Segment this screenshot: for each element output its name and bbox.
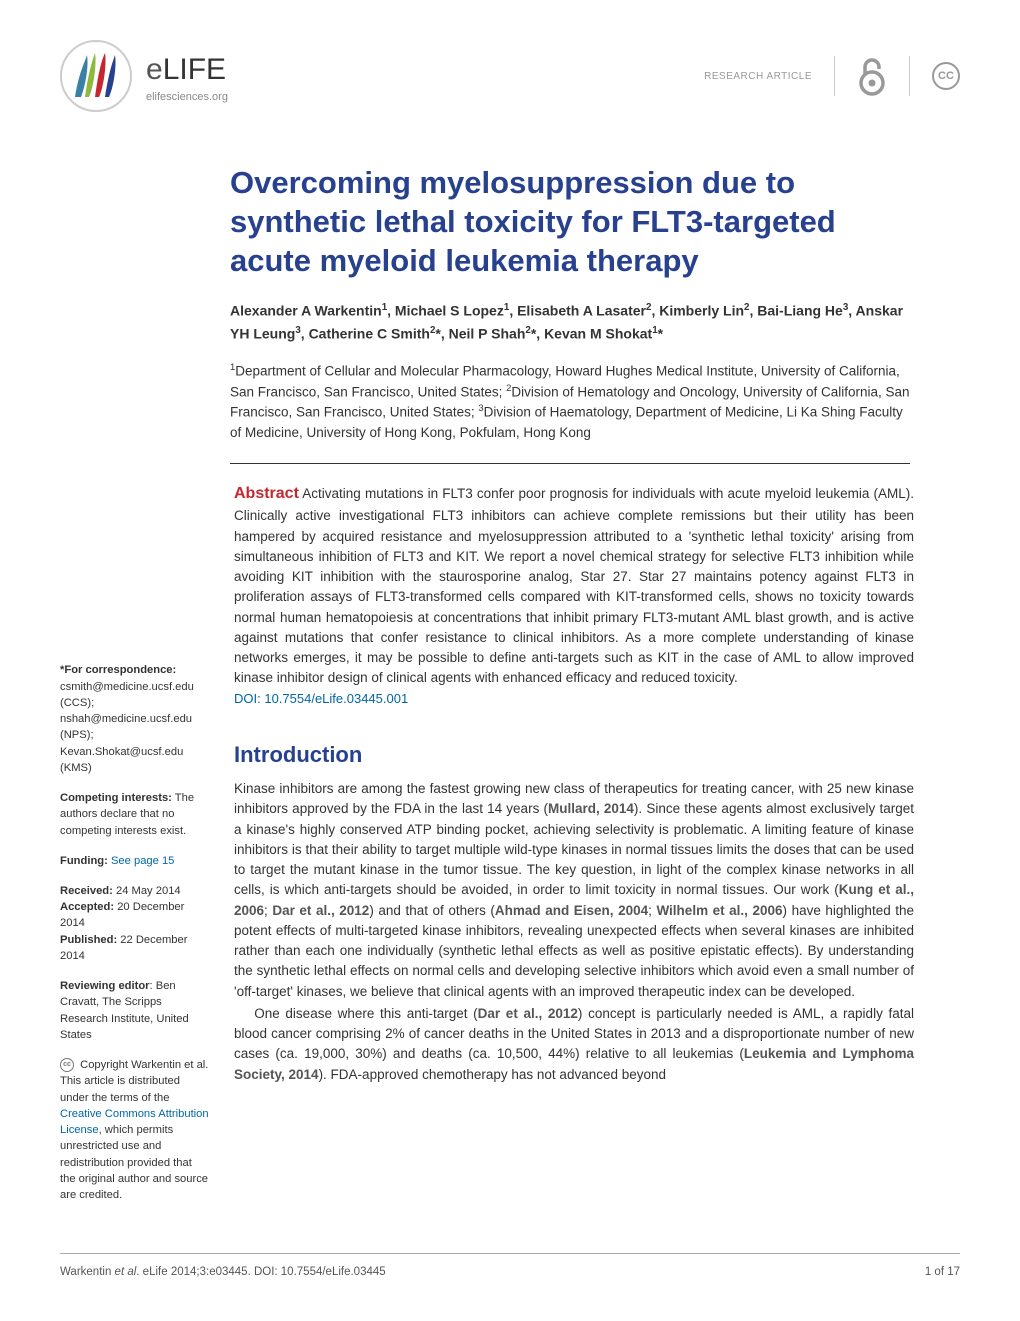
section-divider: [230, 463, 910, 464]
journal-url: elifesciences.org: [146, 89, 228, 106]
received-label: Received:: [60, 885, 113, 897]
abstract-label: Abstract: [234, 485, 299, 502]
divider-icon: [834, 56, 835, 96]
copyright-block: cc Copyright Warkentin et al. This artic…: [60, 1057, 210, 1203]
published-label: Published:: [60, 934, 117, 946]
citation[interactable]: Mullard, 2014: [548, 801, 634, 816]
author-list: Alexander A Warkentin1, Michael S Lopez1…: [230, 300, 910, 345]
copyright-text-1: Copyright Warkentin et al. This article …: [60, 1059, 208, 1103]
citation[interactable]: Wilhelm et al., 2006: [656, 903, 782, 918]
page-header: eLIFE elifesciences.org RESEARCH ARTICLE…: [60, 40, 960, 132]
competing-label: Competing interests:: [60, 792, 172, 804]
competing-interests-block: Competing interests: The authors declare…: [60, 790, 210, 839]
footer-citation: Warkentin et al. eLife 2014;3:e03445. DO…: [60, 1264, 386, 1281]
dates-block: Received: 24 May 2014 Accepted: 20 Decem…: [60, 883, 210, 964]
page-footer: Warkentin et al. eLife 2014;3:e03445. DO…: [60, 1253, 960, 1281]
citation[interactable]: Dar et al., 2012: [272, 903, 369, 918]
intro-paragraph-2: One disease where this anti-target (Dar …: [234, 1004, 914, 1085]
elife-logo-icon: [60, 40, 132, 112]
article-metadata-sidebar: *For correspondence: csmith@medicine.ucs…: [60, 482, 210, 1217]
correspondence-block: *For correspondence: csmith@medicine.ucs…: [60, 662, 210, 776]
divider-icon: [909, 56, 910, 96]
main-content: Abstract Activating mutations in FLT3 co…: [234, 482, 914, 1085]
header-badges: RESEARCH ARTICLE CC: [704, 55, 960, 97]
abstract: Abstract Activating mutations in FLT3 co…: [234, 482, 914, 688]
correspondence-text: csmith@medicine.ucsf.edu (CCS); nshah@me…: [60, 681, 194, 774]
funding-block: Funding: See page 15: [60, 853, 210, 869]
citation[interactable]: Ahmad and Eisen, 2004: [495, 903, 648, 918]
funding-link[interactable]: See page 15: [108, 855, 175, 867]
introduction-heading: Introduction: [234, 738, 914, 771]
abstract-body: Activating mutations in FLT3 confer poor…: [234, 486, 914, 685]
cc-inline-icon: cc: [60, 1058, 74, 1072]
citation[interactable]: Dar et al., 2012: [478, 1006, 578, 1021]
editor-block: Reviewing editor: Ben Cravatt, The Scrip…: [60, 978, 210, 1043]
affiliations: 1Department of Cellular and Molecular Ph…: [230, 361, 910, 444]
received-date: 24 May 2014: [113, 885, 181, 897]
correspondence-label: *For correspondence:: [60, 664, 176, 676]
funding-label: Funding:: [60, 855, 108, 867]
open-access-icon: [857, 55, 887, 97]
article-type-label: RESEARCH ARTICLE: [704, 69, 812, 84]
abstract-doi[interactable]: DOI: 10.7554/eLife.03445.001: [234, 689, 914, 709]
journal-brand: eLIFE elifesciences.org: [60, 40, 228, 112]
page-number: 1 of 17: [925, 1264, 960, 1281]
accepted-label: Accepted:: [60, 901, 114, 913]
intro-paragraph-1: Kinase inhibitors are among the fastest …: [234, 779, 914, 1002]
cc-license-icon: CC: [932, 62, 960, 90]
journal-name: eLIFE: [146, 47, 228, 92]
article-title: Overcoming myelosuppression due to synth…: [230, 164, 910, 280]
editor-label: Reviewing editor: [60, 980, 150, 992]
